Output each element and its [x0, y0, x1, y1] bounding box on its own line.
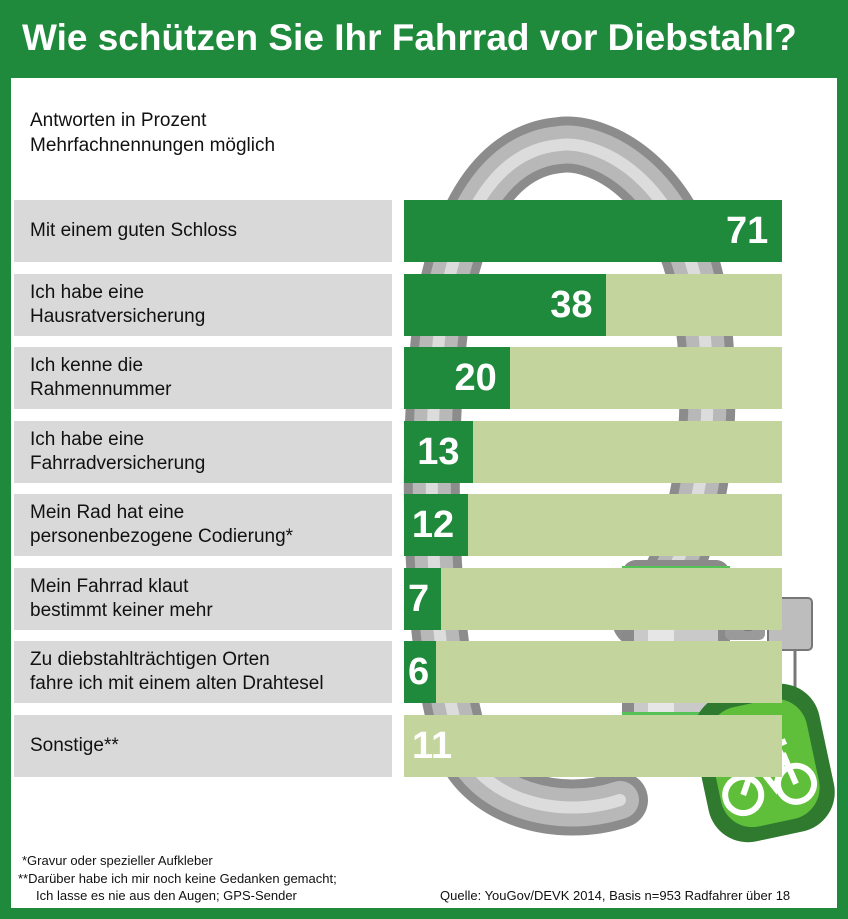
chart-source: Quelle: YouGov/DEVK 2014, Basis n=953 Ra…	[440, 888, 791, 903]
category-label-line: Hausratversicherung	[30, 306, 206, 327]
subtitle-unit: Antworten in Prozent	[30, 110, 207, 131]
bar	[404, 347, 511, 409]
category-label: Mein Rad hat eine personenbezogene Codier…	[14, 494, 392, 556]
bar-track: 11	[404, 715, 782, 777]
subtitle-note: Mehrfachnennungen möglich	[30, 135, 276, 156]
bar-track: 20	[404, 347, 782, 409]
bar	[404, 568, 442, 630]
category-label-line: Ich habe eine	[30, 429, 145, 450]
category-label: Sonstige**	[14, 715, 392, 777]
category-label-line: Sonstige**	[30, 735, 119, 756]
bar-value-label: 7	[408, 577, 430, 620]
bar	[404, 274, 607, 336]
category-label-line: Zu diebstahlträchtigen Orten	[30, 649, 270, 670]
footnote-other-line1: **Darüber habe ich mir noch keine Gedank…	[18, 871, 337, 886]
category-label: Ich habe eine Fahrradversicherung	[14, 421, 392, 483]
bar	[404, 421, 474, 483]
bar-track: 13	[404, 421, 782, 483]
footnote-other-line2: Ich lasse es nie aus den Augen; GPS-Send…	[36, 888, 297, 903]
category-label-line: Ich kenne die	[30, 355, 144, 376]
category-label-line: personenbezogene Codierung*	[30, 526, 294, 547]
bar	[404, 200, 782, 262]
category-label: Mit einem guten Schloss	[14, 200, 392, 262]
category-label-line: Fahrradversicherung	[30, 453, 206, 474]
category-label-line: Mit einem guten Schloss	[30, 220, 237, 241]
bar-value-label: 38	[550, 283, 593, 326]
category-label-line: fahre ich mit einem alten Drahtesel	[30, 673, 324, 694]
bar-value-label: 6	[408, 650, 430, 693]
footnote-engraving: *Gravur oder spezieller Aufkleber	[22, 853, 213, 868]
category-label-line: bestimmt keiner mehr	[30, 600, 213, 621]
bar	[404, 641, 436, 703]
category-label: Zu diebstahlträchtigen Orten fahre ich mi…	[14, 641, 392, 703]
bar-track: 6	[404, 641, 782, 703]
chart-title: Wie schützen Sie Ihr Fahrrad vor Diebsta…	[22, 17, 797, 58]
bar-value-label: 13	[417, 430, 460, 473]
category-label: Ich kenne die Rahmennummer	[14, 347, 392, 409]
bar-track: 38	[404, 274, 782, 336]
category-label-line: Mein Fahrrad klaut	[30, 576, 189, 597]
bar-track: 71	[404, 200, 782, 262]
bar	[404, 494, 468, 556]
category-label: Mein Fahrrad klaut bestimmt keiner mehr	[14, 568, 392, 630]
bar-value-label: 20	[454, 356, 497, 399]
category-label-line: Rahmennummer	[30, 379, 172, 400]
bar-track: 12	[404, 494, 782, 556]
bar-value-label: 71	[726, 209, 769, 252]
bar-value-label: 12	[411, 503, 455, 546]
category-label-line: Ich habe eine	[30, 282, 145, 303]
bar-track: 7	[404, 568, 782, 630]
category-label: Ich habe eine Hausratversicherung	[14, 274, 392, 336]
category-label-line: Mein Rad hat eine	[30, 502, 185, 523]
bar-value-label: 11	[412, 724, 453, 767]
